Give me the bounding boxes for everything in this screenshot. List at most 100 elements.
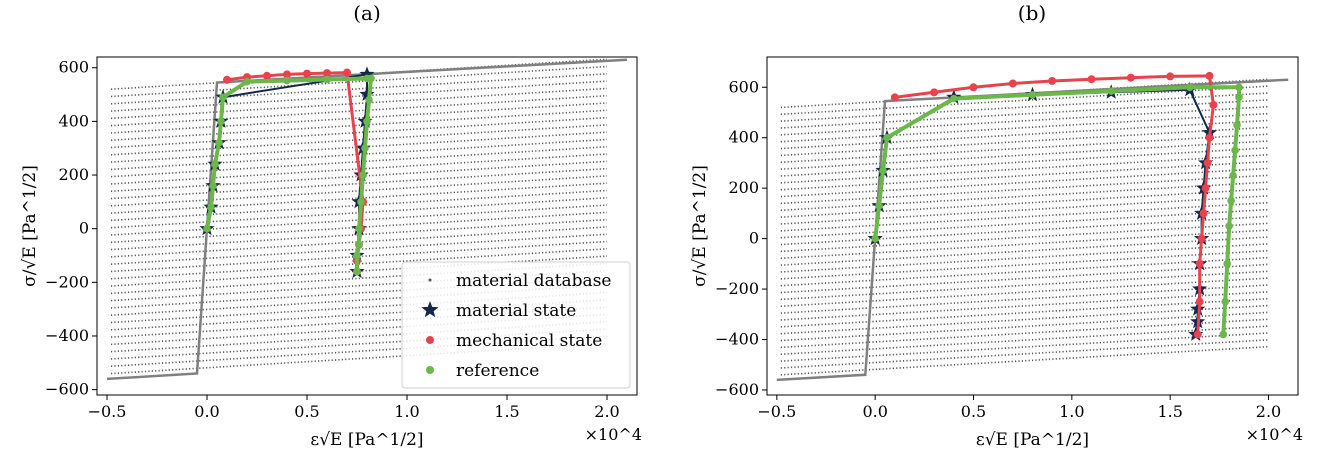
mechanical-state-point [1201, 184, 1210, 193]
reference-point [219, 93, 227, 102]
reference-point [283, 76, 291, 85]
mechanical-state-point [1087, 75, 1096, 84]
reference-point [1225, 222, 1233, 230]
database-line [780, 147, 1269, 177]
y-tick-label: 400 [728, 128, 759, 147]
reference-point [1223, 260, 1231, 268]
mechanical-state-line [894, 74, 1215, 335]
y-tick-label: 600 [728, 77, 759, 96]
reference-point [950, 94, 958, 103]
panel-label: (b) [1018, 1, 1046, 25]
mechanical-state-point [930, 88, 939, 97]
reference-point [1028, 91, 1037, 99]
panel-label: (a) [353, 1, 381, 25]
y-tick-label: −200 [45, 272, 89, 291]
reference-point [1229, 171, 1237, 180]
x-tick-label: 0.5 [294, 402, 319, 421]
reference-point [883, 133, 891, 142]
axes-frame [96, 56, 638, 396]
legend-label: material state [456, 301, 576, 321]
database-line [110, 94, 608, 127]
x-axis-label: ε√E [Pa^1/2] [310, 430, 423, 450]
database-line [780, 167, 1269, 198]
reference-line [873, 85, 1241, 335]
legend-marker-reference [426, 366, 434, 374]
panel-b: (b) −0.5 0.0 0.5 1.0 1.5 2.0 −600 −400 −200 0 200 40… [690, 1, 1303, 450]
reference-point [207, 203, 215, 212]
mechanical-state-point [1126, 73, 1135, 82]
database-line [110, 167, 608, 200]
legend-label: material database [456, 271, 611, 291]
material-state-line [206, 73, 368, 272]
reference-point [355, 224, 363, 233]
database-line [110, 335, 608, 368]
database-line [780, 277, 1269, 308]
legend-box [401, 261, 631, 389]
x-tick-label: 1.0 [1059, 402, 1084, 421]
database-line [110, 269, 608, 302]
x-tick-label: 1.5 [1157, 402, 1182, 421]
reference-point [355, 240, 363, 249]
legend-label: reference [456, 361, 539, 381]
reference-point [211, 160, 219, 169]
x-offset-label: ×10^4 [585, 425, 642, 444]
reference-point [361, 144, 369, 153]
database-line [110, 102, 608, 134]
y-tick-label: −400 [45, 326, 89, 345]
mechanical-state-point [1008, 79, 1017, 88]
database-line [780, 208, 1269, 239]
database-line [110, 291, 608, 324]
database-line [110, 277, 608, 309]
reference-point [217, 117, 225, 126]
x-tick-label: 1.0 [394, 402, 419, 421]
mechanical-state-point [1166, 72, 1175, 81]
database-line [780, 201, 1269, 232]
mechanical-state-point [283, 70, 291, 79]
database-line [110, 320, 608, 353]
database-line [110, 124, 608, 156]
mechanical-state-point [1193, 330, 1202, 339]
legend-marker-material-state [421, 301, 439, 318]
database-line [110, 262, 608, 295]
x-tick-label: 2.0 [594, 402, 619, 421]
series-reference [871, 83, 1243, 339]
y-tick-label: 0 [749, 229, 759, 248]
material-state-point [1190, 301, 1206, 316]
reference-point [353, 251, 361, 260]
reference-point [1235, 93, 1243, 102]
legend-marker-mechanical-state [426, 336, 434, 344]
database-line [110, 306, 608, 338]
database-line [110, 65, 608, 98]
x-tick-label: 1.5 [494, 402, 519, 421]
reference-point [1231, 146, 1239, 155]
mechanical-state-point [343, 68, 351, 77]
reference-line [205, 76, 374, 272]
reference-point [365, 96, 373, 104]
mechanical-state-point [263, 71, 271, 80]
y-tick-label: 400 [58, 111, 89, 130]
x-offset-label: ×10^4 [1246, 425, 1303, 444]
database-line [110, 80, 608, 112]
database-line [780, 133, 1269, 164]
reference-point [1235, 83, 1243, 92]
mechanical-state-point [890, 93, 899, 102]
mechanical-state-point [1203, 158, 1212, 167]
database-line [780, 105, 1269, 136]
database-line [110, 342, 608, 375]
database-line [780, 195, 1269, 225]
x-tick-label: 0.0 [862, 402, 887, 421]
database-line [110, 116, 608, 149]
database-line [780, 153, 1269, 184]
y-tick-label: 200 [58, 165, 89, 184]
reference-point [367, 74, 375, 83]
reference-point [1219, 330, 1228, 339]
database-line [780, 339, 1269, 369]
database-line [110, 138, 608, 171]
reference-point [871, 234, 879, 243]
y-tick-label: 600 [58, 58, 89, 77]
reference-point [353, 267, 361, 276]
reference-point [879, 166, 887, 175]
x-tick-label: −0.5 [88, 402, 127, 421]
database-line [110, 109, 608, 142]
